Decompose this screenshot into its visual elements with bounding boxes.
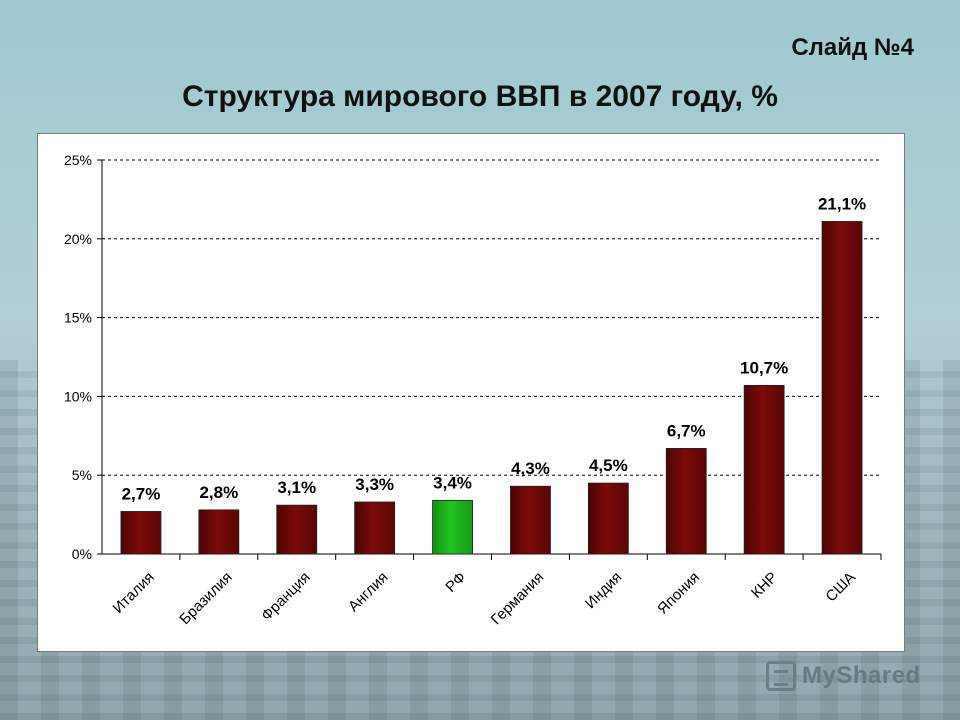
bar-Япония bbox=[665, 448, 707, 555]
slide-title: Структура мирового ВВП в 2007 году, % bbox=[182, 80, 778, 113]
bar-Англия bbox=[354, 501, 396, 555]
x-tick-label: Япония bbox=[654, 569, 703, 618]
data-label: 3,1% bbox=[277, 478, 316, 497]
x-tick-label: РФ bbox=[442, 569, 469, 596]
y-tick-label: 15% bbox=[64, 310, 92, 326]
y-tick-label: 20% bbox=[64, 231, 92, 247]
data-label: 2,8% bbox=[199, 483, 238, 502]
data-label: 4,3% bbox=[511, 459, 550, 478]
bar-КНР bbox=[743, 384, 785, 555]
x-tick-label: Италия bbox=[110, 569, 158, 617]
bar-РФ bbox=[432, 500, 473, 555]
bar-Франция bbox=[276, 504, 318, 555]
data-label: 21,1% bbox=[818, 194, 866, 213]
x-tick-label: Германия bbox=[488, 569, 548, 629]
bar-Германия bbox=[510, 485, 551, 555]
x-tick-label: Бразилия bbox=[176, 569, 235, 628]
x-tick-label: Англия bbox=[345, 569, 391, 615]
bar-Италия bbox=[120, 511, 162, 555]
chart-frame: 0% 5% 10% 15% 20% 25% 2,7% Италия 2,8% Бразилия 3,… bbox=[37, 133, 905, 652]
bar-США bbox=[821, 221, 863, 555]
watermark-text: MyShared bbox=[802, 662, 921, 689]
x-tick-label: Индия bbox=[582, 569, 625, 612]
data-label: 3,3% bbox=[355, 475, 394, 494]
data-label: 10,7% bbox=[740, 358, 788, 377]
slide-number: Слайд №4 bbox=[791, 34, 914, 61]
bar-Индия bbox=[587, 482, 629, 555]
y-tick-label: 5% bbox=[72, 467, 92, 483]
data-label: 3,4% bbox=[433, 473, 472, 492]
data-label: 4,5% bbox=[589, 456, 628, 475]
x-tick-label: Франция bbox=[258, 569, 313, 624]
x-tick-label: КНР bbox=[748, 569, 781, 602]
bar-Бразилия bbox=[198, 509, 240, 555]
watermark-logo: MyShared bbox=[766, 658, 921, 694]
data-label: 2,7% bbox=[122, 484, 161, 503]
y-tick-label: 10% bbox=[64, 388, 92, 404]
data-label: 6,7% bbox=[667, 421, 706, 440]
x-tick-label: США bbox=[822, 569, 858, 605]
y-tick-label: 25% bbox=[64, 152, 92, 168]
y-tick-label: 0% bbox=[72, 546, 92, 562]
bar-chart: 0% 5% 10% 15% 20% 25% 2,7% Италия 2,8% Бразилия 3,… bbox=[64, 152, 882, 629]
presentation-icon bbox=[766, 661, 796, 691]
